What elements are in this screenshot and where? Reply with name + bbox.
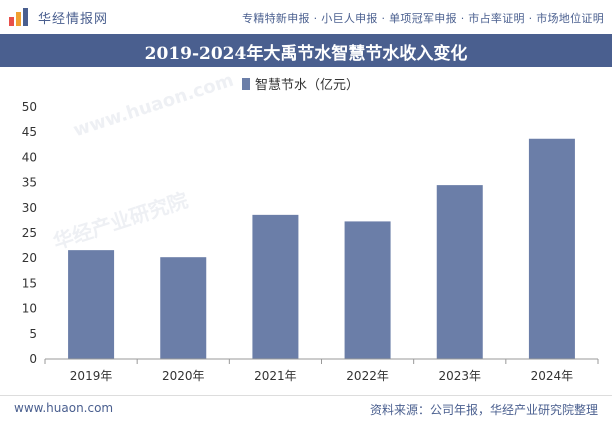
- bars: [68, 138, 575, 359]
- top-nav-links[interactable]: 专精特新申报 · 小巨人申报 · 单项冠军申报 · 市占率证明 · 市场地位证明: [242, 12, 604, 25]
- y-axis: 0 5 10 15 20 25 30 35 40 45 50: [22, 100, 37, 366]
- x-tick-label: 2020年: [162, 369, 205, 383]
- y-tick-label: 35: [22, 176, 37, 190]
- x-tick-label: 2019年: [70, 369, 113, 383]
- bar[interactable]: [68, 250, 115, 359]
- chart-title: 2019-2024年大禹节水智慧节水收入变化: [144, 44, 468, 64]
- bar[interactable]: [528, 138, 575, 359]
- y-tick-label: 45: [22, 125, 37, 139]
- y-tick-label: 25: [22, 226, 37, 240]
- y-tick-label: 5: [29, 327, 37, 341]
- logo-text: 华经情报网: [38, 11, 109, 27]
- logo-icon: [9, 8, 28, 26]
- y-tick-label: 30: [22, 201, 37, 215]
- y-tick-label: 40: [22, 150, 37, 164]
- bar[interactable]: [160, 257, 207, 359]
- bar[interactable]: [252, 214, 299, 359]
- x-tick-label: 2023年: [438, 369, 481, 383]
- bar[interactable]: [344, 221, 391, 359]
- y-tick-label: 0: [29, 352, 37, 366]
- logo[interactable]: 华经情报网: [8, 7, 108, 27]
- footer-website[interactable]: www.huaon.com: [14, 401, 114, 415]
- y-tick-label: 20: [22, 251, 37, 265]
- top-bar: 华经情报网 专精特新申报 · 小巨人申报 · 单项冠军申报 · 市占率证明 · …: [0, 0, 612, 34]
- y-tick-label: 10: [22, 302, 37, 316]
- legend-label: 智慧节水（亿元）: [255, 78, 360, 93]
- x-axis: 2019年 2020年 2021年 2022年 2023年 2024年: [44, 358, 599, 383]
- title-band: 2019-2024年大禹节水智慧节水收入变化: [0, 34, 612, 67]
- x-tick-label: 2022年: [346, 369, 389, 383]
- x-tick-label: 2021年: [254, 369, 297, 383]
- y-tick-label: 50: [22, 100, 37, 114]
- footer-source: 资料来源：公司年报，华经产业研究院整理: [369, 403, 598, 417]
- footer-divider: [0, 395, 612, 396]
- bar[interactable]: [436, 185, 483, 359]
- bar-chart: 0 5 10 15 20 25 30 35 40 45 50 2019年 2020年 2021年 2022…: [22, 100, 599, 383]
- x-tick-label: 2024年: [531, 369, 574, 383]
- legend: 智慧节水（亿元）: [242, 74, 359, 93]
- y-tick-label: 15: [22, 276, 37, 290]
- legend-swatch: [242, 77, 250, 90]
